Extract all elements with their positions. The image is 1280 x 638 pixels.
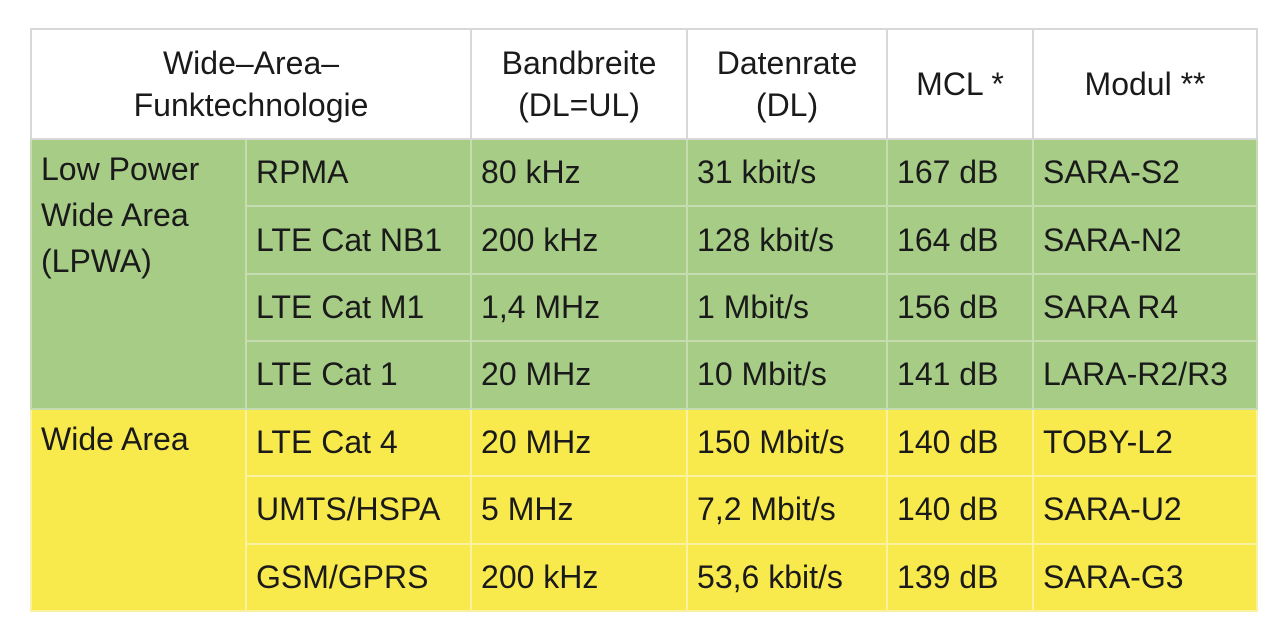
header-line: (DL=UL)	[518, 87, 640, 123]
table-cell: UMTS/HSPA	[244, 475, 473, 545]
table-cell: 200 kHz	[470, 205, 689, 275]
table-cell: 7,2 Mbit/s	[686, 475, 889, 545]
table-cell: 164 dB	[886, 205, 1035, 275]
header-cell: Datenrate (DL)	[686, 28, 889, 140]
header-row: Wide–Area– Funktechnologie Bandbreite (DL=U…	[29, 28, 1259, 140]
header-line: Funktechnologie	[133, 87, 369, 123]
header-line: Wide–Area–	[162, 45, 340, 81]
table-cell: 140 dB	[886, 407, 1035, 478]
table-cell: SARA-G3	[1032, 542, 1259, 613]
table-cell: LTE Cat 4	[244, 407, 473, 478]
table-cell: 5 MHz	[470, 475, 689, 545]
group-label: Wide Area	[30, 407, 247, 613]
table-row: Low Power Wide Area (LPWA) RPMA 80 kHz 31 k…	[30, 137, 1259, 410]
group-label: Low Power Wide Area (LPWA)	[30, 138, 247, 410]
table-cell: RPMA	[244, 137, 473, 208]
table-row: UMTS/HSPA 5 MHz 7,2 Mbit/s 140 dB SARA-U2	[31, 475, 1259, 545]
table-cell: 1,4 MHz	[470, 272, 689, 343]
table-cell: 10 Mbit/s	[686, 340, 889, 410]
table-cell: 167 dB	[886, 137, 1035, 208]
table-row: Wide Area LTE Cat 4 20 MHz 150 Mbit/s 140 dB…	[30, 407, 1259, 613]
table-row: GSM/GPRS 200 kHz 53,6 kbit/s 139 dB SARA-G3	[31, 542, 1259, 613]
table-cell: 140 dB	[886, 475, 1035, 545]
header-line: Modul **	[1084, 66, 1206, 102]
header-cell: Wide–Area– Funktechnologie	[29, 28, 473, 140]
table-cell: SARA-U2	[1032, 475, 1259, 545]
table-cell: 141 dB	[886, 340, 1035, 410]
table-cell: 31 kbit/s	[686, 137, 889, 208]
table-cell: 20 MHz	[470, 340, 689, 410]
table-cell: LTE Cat M1	[244, 272, 473, 343]
header-cell: MCL *	[886, 28, 1035, 140]
table-cell: TOBY-L2	[1032, 407, 1259, 478]
header-line: Bandbreite	[501, 45, 657, 81]
table-cell: SARA-S2	[1032, 137, 1259, 208]
table-cell: LTE Cat 1	[244, 340, 473, 410]
table-row: LTE Cat NB1 200 kHz 128 kbit/s 164 dB SARA-N…	[31, 205, 1259, 275]
table-cell: 128 kbit/s	[686, 205, 889, 275]
table-cell: GSM/GPRS	[244, 542, 473, 613]
table-cell: 80 kHz	[470, 137, 689, 208]
comparison-table: Wide–Area– Funktechnologie Bandbreite (DL=U…	[29, 28, 1259, 613]
table-cell: 150 Mbit/s	[686, 407, 889, 478]
header-cell: Bandbreite (DL=UL)	[470, 28, 689, 140]
table-cell: LTE Cat NB1	[244, 205, 473, 275]
table-body: Low Power Wide Area (LPWA) RPMA 80 kHz 31 k…	[30, 137, 1259, 613]
header-line: Datenrate	[716, 45, 858, 81]
table-cell: 1 Mbit/s	[686, 272, 889, 343]
header-line: MCL *	[916, 66, 1004, 102]
table-cell: 156 dB	[886, 272, 1035, 343]
table-cell: LARA-R2/R3	[1032, 340, 1259, 410]
header-cell: Modul **	[1032, 28, 1259, 140]
table-row: LTE Cat M1 1,4 MHz 1 Mbit/s 156 dB SARA R4	[31, 272, 1259, 343]
table-row: LTE Cat 1 20 MHz 10 Mbit/s 141 dB LARA-R2/R3	[31, 340, 1259, 410]
table-cell: 53,6 kbit/s	[686, 542, 889, 613]
table-cell: SARA R4	[1032, 272, 1259, 343]
header-line: (DL)	[755, 87, 819, 123]
table-cell: SARA-N2	[1032, 205, 1259, 275]
table-cell: 20 MHz	[470, 407, 689, 478]
table-cell: 139 dB	[886, 542, 1035, 613]
table-cell: 200 kHz	[470, 542, 689, 613]
